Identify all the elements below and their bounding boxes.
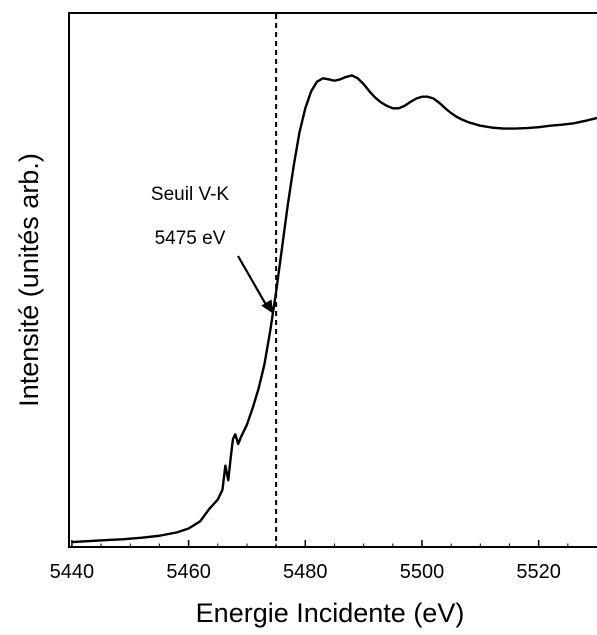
- x-tick-label: 5460: [166, 561, 211, 583]
- x-tick-label: 5440: [50, 561, 95, 583]
- x-tick-label: 5520: [516, 561, 561, 583]
- x-tick-label: 5480: [283, 561, 328, 583]
- annotation-arrow-shaft: [237, 255, 270, 310]
- x-axis-tick-labels: 5440 5460 5480 5500 5520: [50, 561, 561, 583]
- y-axis-title: Intensité (unités arb.): [14, 153, 44, 407]
- plot-frame: [68, 12, 597, 548]
- annotation-arrow-head: [261, 299, 274, 314]
- annotation-edge-energy: 5475 eV: [155, 228, 226, 249]
- annotation-edge-label: Seuil V-K: [151, 184, 229, 205]
- xanes-spectrum-line: [71, 74, 597, 544]
- x-axis-ticks: [71, 540, 569, 547]
- annotation-layer: Seuil V-K 5475 eV: [151, 184, 274, 314]
- plot-border: [68, 12, 597, 548]
- series-layer: [71, 74, 597, 544]
- x-tick-label: 5500: [400, 561, 445, 583]
- x-axis-title: Energie Incidente (eV): [196, 598, 465, 628]
